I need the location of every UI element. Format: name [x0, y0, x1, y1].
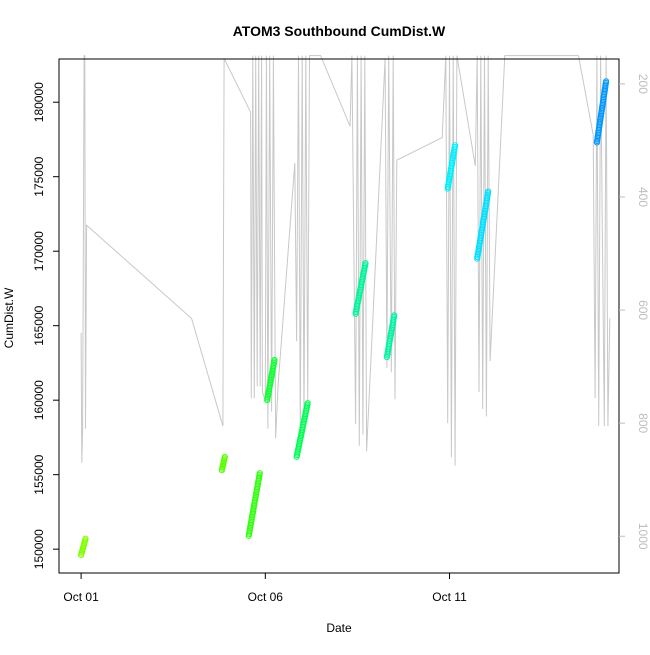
- right-y-tick-label: 1000: [636, 523, 650, 550]
- data-point: [485, 188, 492, 195]
- data-point: [221, 453, 228, 460]
- series-9: [474, 188, 492, 262]
- data-point: [256, 470, 263, 477]
- series-7: [383, 312, 398, 361]
- y-tick-label: 170000: [32, 231, 46, 271]
- right-y-tick-label: 600: [636, 300, 650, 320]
- series-5: [293, 400, 311, 460]
- y-tick-label: 180000: [32, 82, 46, 122]
- data-point: [391, 312, 398, 319]
- plot-frame: [58, 58, 620, 574]
- series-layer: [78, 78, 610, 559]
- axes-layer: 150000 155000 160000 165000 170000 175000 1800…: [32, 74, 650, 604]
- series-8: [444, 142, 459, 192]
- y-tick-label: 155000: [32, 454, 46, 494]
- y-tick-label: 175000: [32, 156, 46, 196]
- x-tick-label: Oct 06: [248, 590, 284, 604]
- x-tick-label: Oct 01: [63, 590, 99, 604]
- y-tick-label: 150000: [32, 529, 46, 569]
- chart-title: ATOM3 Southbound CumDist.W: [233, 23, 446, 39]
- y-axis-label: CumDist.W: [2, 287, 16, 348]
- x-axis-label: Date: [326, 621, 352, 635]
- data-point: [603, 78, 610, 85]
- series-6: [352, 260, 369, 317]
- right-y-tick-label: 400: [636, 187, 650, 207]
- x-tick-label: Oct 11: [432, 590, 467, 604]
- series-2: [218, 453, 228, 474]
- y-tick-label: 160000: [32, 380, 46, 420]
- series-3: [245, 470, 263, 539]
- trace-layer: [80, 55, 611, 466]
- right-y-tick-label: 200: [636, 74, 650, 94]
- series-4: [264, 356, 278, 404]
- data-point: [304, 400, 311, 407]
- data-point: [271, 356, 278, 364]
- series-10: [593, 78, 610, 146]
- data-point: [452, 142, 459, 149]
- y-tick-label: 165000: [32, 305, 46, 345]
- trace-line: [80, 55, 611, 466]
- right-y-tick-label: 800: [636, 413, 650, 433]
- data-point: [82, 535, 89, 542]
- series-1: [78, 535, 89, 559]
- data-point: [362, 260, 369, 267]
